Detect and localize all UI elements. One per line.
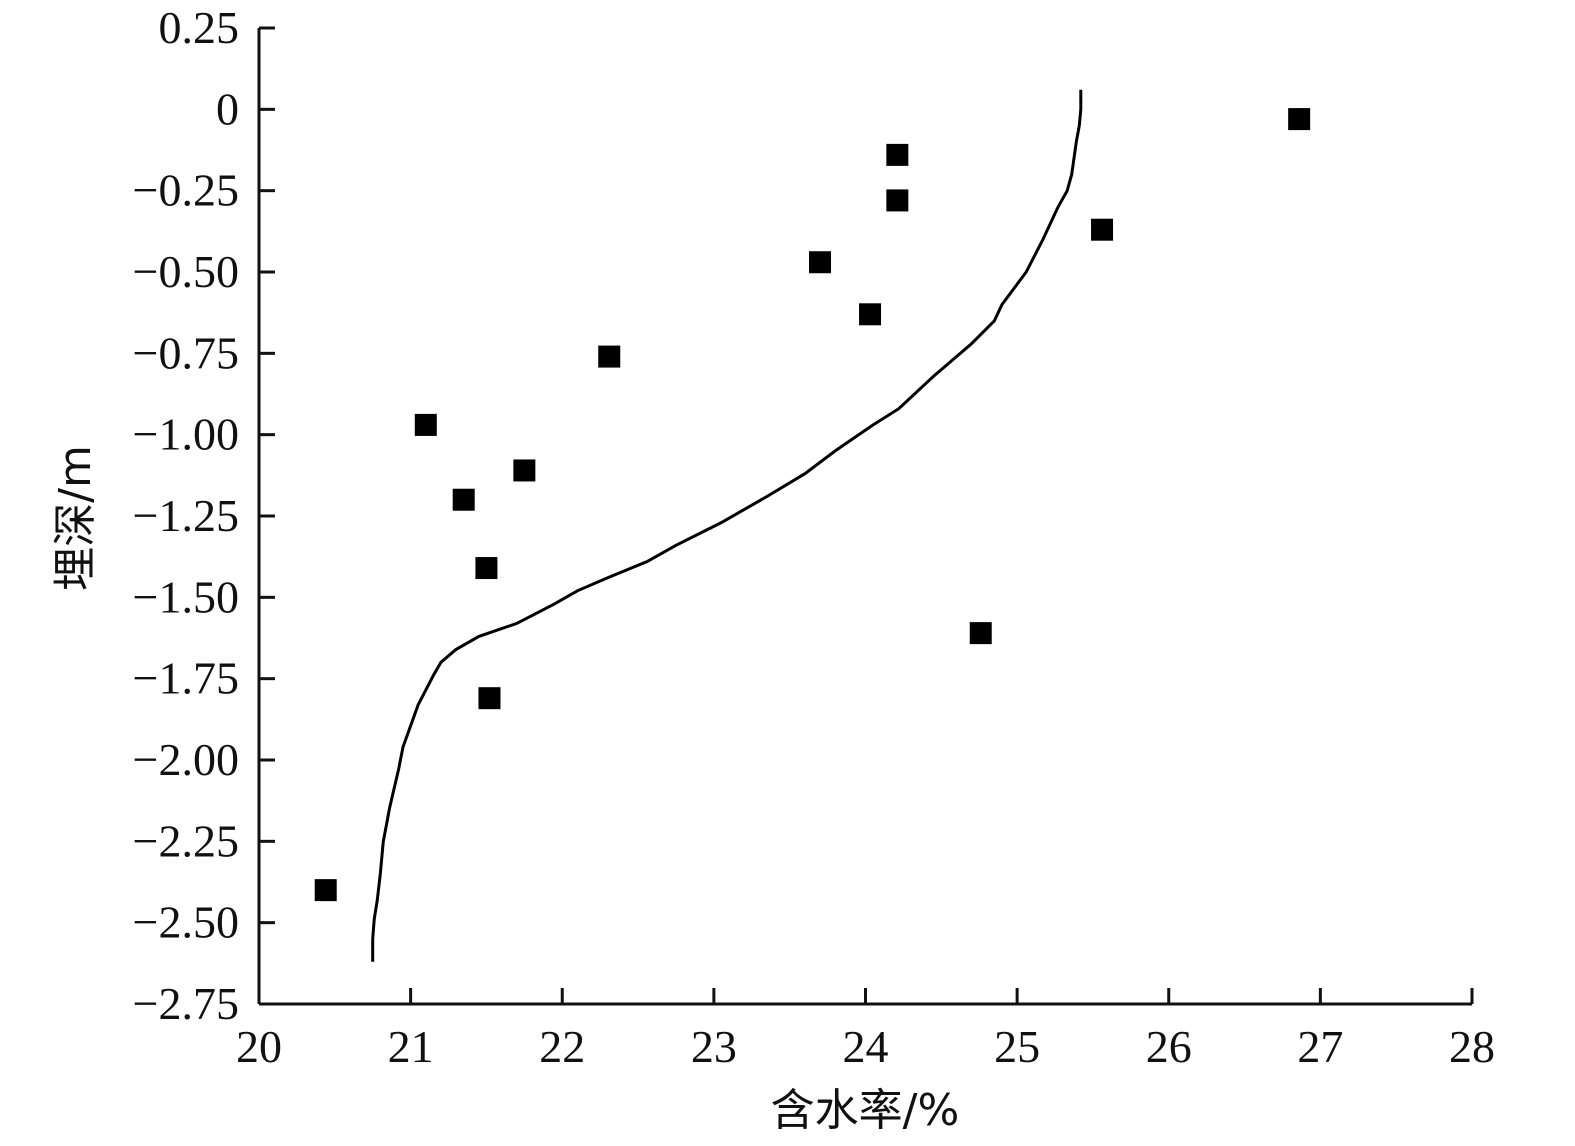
x-tick-label: 21 [388, 1021, 434, 1072]
x-tick-label: 25 [994, 1021, 1040, 1072]
y-tick-label: −1.75 [133, 653, 239, 704]
y-axis-ticks: 0.25 0 −0.25 −0.50 −0.75 −1.00 −1.25 −1.50 −1.75… [133, 2, 275, 1029]
fitted-curve [371, 89, 1083, 962]
y-tick-label: −0.75 [133, 327, 239, 378]
scatter-point [475, 557, 498, 580]
scatter-point [314, 879, 337, 902]
axes [257, 28, 1472, 1006]
x-tick-label: 27 [1297, 1021, 1343, 1072]
y-tick-label: −1.50 [133, 571, 239, 622]
x-axis-title: 含水率/% [771, 1085, 960, 1136]
fitted-curve-layer [371, 89, 1083, 962]
x-tick-label: 28 [1449, 1021, 1495, 1072]
y-tick-label: −1.00 [133, 409, 239, 460]
scatter-point [1288, 108, 1311, 131]
y-tick-label: −2.00 [133, 734, 239, 785]
x-tick-label: 20 [236, 1021, 282, 1072]
y-tick-label: −2.50 [133, 897, 239, 948]
scatter-point [859, 303, 882, 326]
scatter-point [414, 413, 437, 436]
scatter-point [513, 459, 536, 482]
y-axis-title: 埋深/m [50, 445, 101, 591]
x-tick-label: 24 [843, 1021, 889, 1072]
y-tick-label: −2.75 [133, 978, 239, 1029]
scatter-point [886, 143, 909, 166]
scatter-point [452, 488, 475, 511]
y-tick-label: −1.25 [133, 490, 239, 541]
scatter-point [969, 622, 992, 645]
y-tick-label: 0.25 [159, 2, 240, 53]
y-tick-label: −2.25 [133, 815, 239, 866]
y-tick-label: 0 [216, 83, 239, 134]
y-tick-label: −0.25 [133, 165, 239, 216]
scatter-point [598, 345, 621, 368]
y-tick-label: −0.50 [133, 246, 239, 297]
x-tick-label: 23 [691, 1021, 737, 1072]
scatter-points-layer [314, 108, 1311, 902]
x-axis-ticks: 20 21 22 23 24 25 26 27 28 [236, 988, 1495, 1072]
scatter-point [478, 687, 501, 710]
scatter-point [809, 251, 832, 274]
x-tick-label: 22 [539, 1021, 585, 1072]
scatter-point [1091, 218, 1114, 241]
x-tick-label: 26 [1146, 1021, 1192, 1072]
scatter-point [886, 189, 909, 212]
